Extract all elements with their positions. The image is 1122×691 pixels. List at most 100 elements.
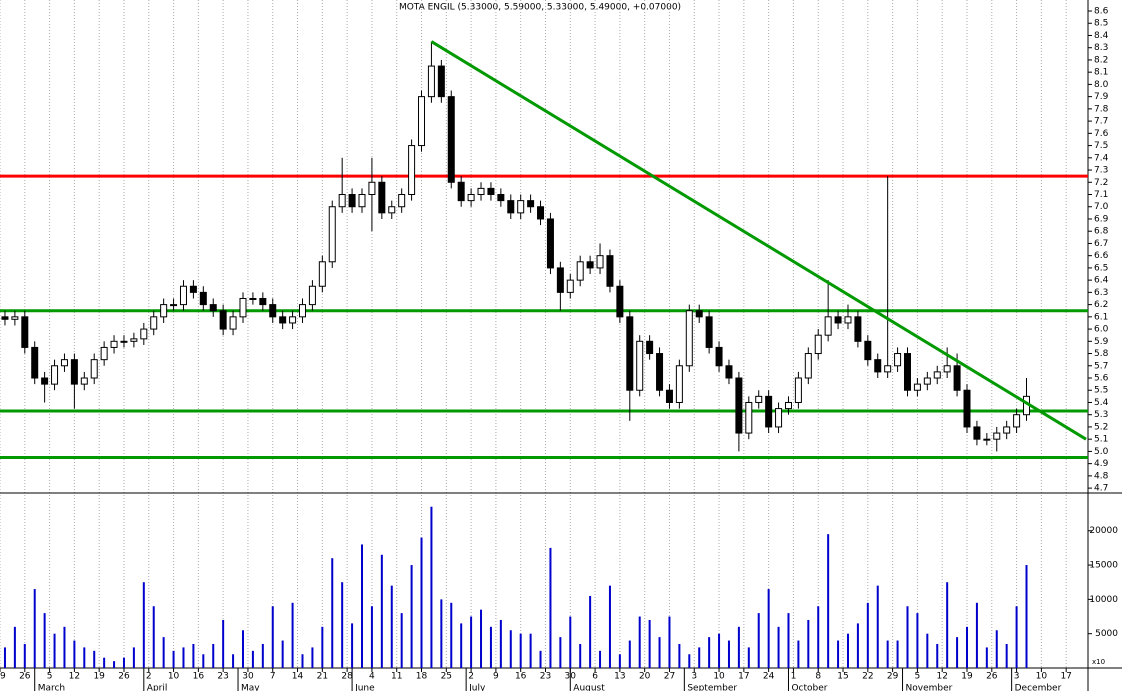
volume-bar xyxy=(122,657,125,668)
volume-bar xyxy=(172,650,175,668)
volume-bar xyxy=(787,613,790,668)
candle-body xyxy=(596,255,604,269)
candle-body xyxy=(685,310,693,367)
x-tick-label: 10 xyxy=(168,672,180,682)
x-tick-label: 12 xyxy=(69,672,80,682)
x-tick-label: 5 xyxy=(915,672,921,682)
candle-body xyxy=(60,359,68,367)
month-label: November xyxy=(906,684,953,691)
volume-bar xyxy=(390,585,393,668)
candle-body xyxy=(338,194,346,208)
x-tick-label: 11 xyxy=(391,672,402,682)
volume-bar xyxy=(946,582,949,668)
x-tick-label: 18 xyxy=(416,672,428,682)
volume-bar xyxy=(470,616,473,668)
x-tick-label: 23 xyxy=(217,672,228,682)
x-tick-label: 22 xyxy=(862,672,873,682)
volume-bar xyxy=(232,654,235,668)
month-label: April xyxy=(147,684,168,691)
volume-bar xyxy=(956,637,959,668)
candle-body xyxy=(794,377,802,403)
volume-bar xyxy=(33,589,36,668)
volume-bar xyxy=(727,640,730,668)
volume-bar xyxy=(975,602,978,668)
candle-body xyxy=(675,365,683,403)
month-label: August xyxy=(573,684,605,691)
x-tick-label: 26 xyxy=(19,672,31,682)
volume-tick-label: 20000 xyxy=(1089,526,1118,536)
y-tick-label: 6.5 xyxy=(1094,263,1108,273)
candle-body xyxy=(100,346,108,361)
x-tick-label: 24 xyxy=(763,672,775,682)
candle-body xyxy=(279,316,287,324)
candle-body xyxy=(527,200,535,208)
candle-body xyxy=(824,316,832,336)
volume-bar xyxy=(678,643,681,668)
candle-body xyxy=(765,395,773,428)
volume-bar xyxy=(480,609,483,668)
candle-body xyxy=(616,285,624,318)
candle-body xyxy=(755,395,763,403)
x-tick-label: 7 xyxy=(270,672,276,682)
volume-bar xyxy=(906,606,909,668)
volume-bar xyxy=(658,637,661,668)
volume-bar xyxy=(966,626,969,668)
y-tick-label: 6.2 xyxy=(1094,300,1108,310)
candle-body xyxy=(923,377,931,385)
volume-bar xyxy=(321,626,324,668)
x-tick-label: 26 xyxy=(986,672,998,682)
y-tick-label: 7.4 xyxy=(1094,153,1109,163)
y-tick-label: 4.7 xyxy=(1094,484,1108,494)
candle-body xyxy=(189,285,197,293)
candle-body xyxy=(576,261,584,281)
candle-body xyxy=(150,316,158,330)
volume-bar xyxy=(361,544,364,668)
volume-bar xyxy=(291,602,294,668)
volume-bar xyxy=(410,565,413,668)
x-tick-label: 30 xyxy=(242,672,254,682)
x-tick-label: 13 xyxy=(614,672,625,682)
y-tick-label: 5.9 xyxy=(1094,337,1109,347)
volume-bar xyxy=(589,595,592,668)
y-tick-label: 5.8 xyxy=(1094,349,1109,359)
y-tick-label: 5.4 xyxy=(1094,398,1109,408)
volume-bar xyxy=(132,647,135,668)
y-tick-label: 6.1 xyxy=(1094,312,1108,322)
candle-body xyxy=(249,297,257,300)
candle-body xyxy=(41,377,49,385)
x-tick-label: 10 xyxy=(1036,672,1048,682)
y-tick-label: 4.9 xyxy=(1094,459,1109,469)
y-tick-label: 6.0 xyxy=(1094,325,1109,335)
volume-bar xyxy=(807,619,810,668)
y-tick-label: 4.8 xyxy=(1094,471,1109,481)
y-tick-label: 5.2 xyxy=(1094,422,1108,432)
candle-body xyxy=(933,371,941,379)
volume-bar xyxy=(301,654,304,668)
candle-body xyxy=(735,377,743,434)
volume-bar xyxy=(489,626,492,668)
volume-bar xyxy=(241,630,244,668)
volume-bar xyxy=(351,623,354,668)
volume-bar xyxy=(579,643,582,668)
volume-bar xyxy=(331,558,334,668)
volume-bar xyxy=(380,554,383,668)
candle-body xyxy=(517,200,525,214)
candle-body xyxy=(864,340,872,361)
volume-unit-label: x10 xyxy=(1092,658,1105,666)
volume-bar xyxy=(599,650,602,668)
candle-body xyxy=(606,255,614,287)
x-tick-label: 10 xyxy=(713,672,725,682)
volume-bar xyxy=(499,619,502,668)
candle-body xyxy=(219,310,227,330)
candle-body xyxy=(269,304,277,318)
candle-body xyxy=(626,316,634,391)
candle-body xyxy=(556,267,564,293)
candle-body xyxy=(656,353,664,391)
candle-body xyxy=(497,194,505,202)
volume-bar xyxy=(212,643,215,668)
volume-bar xyxy=(628,640,631,668)
candle-body xyxy=(418,96,426,147)
candle-body xyxy=(775,408,783,428)
month-label: May xyxy=(241,684,260,691)
